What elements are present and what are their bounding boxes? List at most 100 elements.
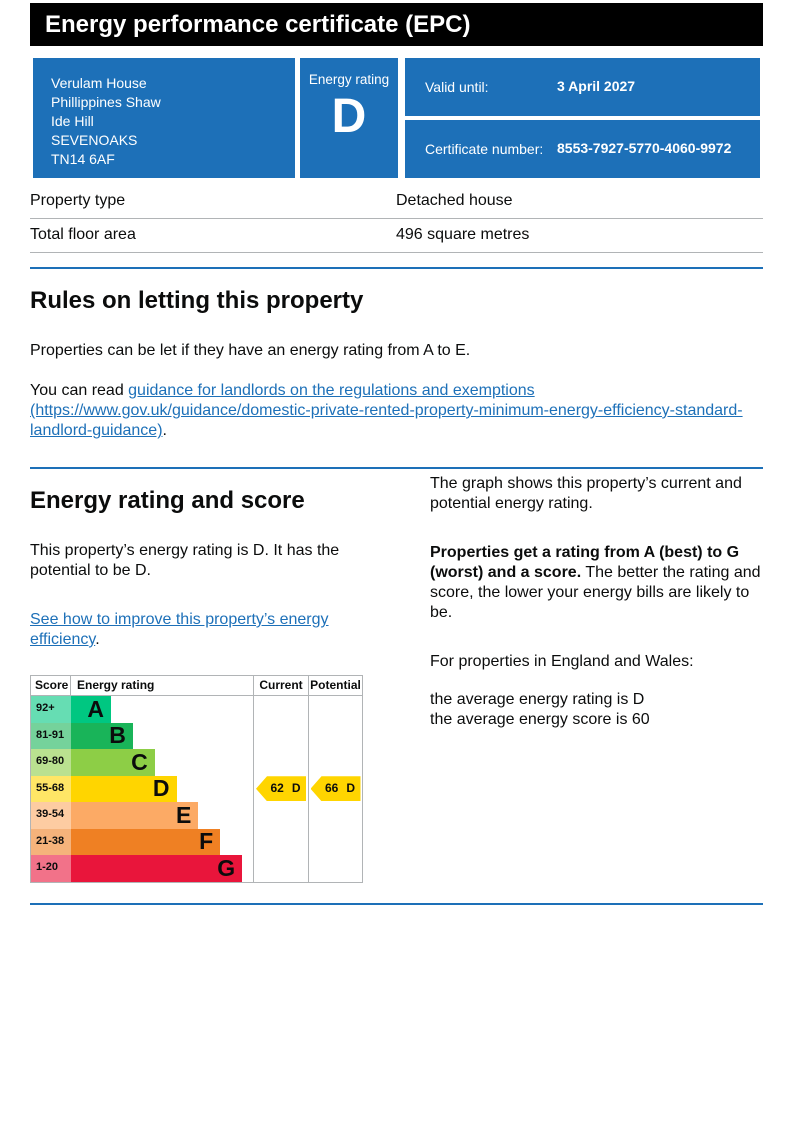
property-type-label: Property type	[30, 185, 396, 219]
potential-rating-arrow-score: 66	[324, 781, 339, 796]
landlord-guidance-link[interactable]: guidance for landlords on the regulation…	[30, 382, 743, 439]
section-divider	[30, 902, 763, 905]
current-column-cell	[253, 855, 308, 882]
band-bar-area: C	[71, 749, 253, 776]
energy-rating-value: D	[331, 89, 367, 143]
property-address: Verulam House Phillippines Shaw Ide Hill…	[33, 58, 295, 178]
potential-column-cell	[308, 696, 362, 723]
potential-rating-arrow: 66 D	[310, 776, 361, 802]
guidance-suffix: .	[162, 422, 167, 439]
valid-until-value: 3 April 2027	[557, 78, 636, 95]
certificate-number-box: Certificate number: 8553-7927-5770-4060-…	[405, 120, 760, 178]
total-floor-area-label: Total floor area	[30, 218, 396, 253]
rules-heading: Rules on letting this property	[30, 287, 364, 314]
epc-band-row-d: 55-68 D 62 D 66 D	[31, 775, 362, 802]
improve-link-suffix: .	[95, 631, 100, 648]
energy-rating-and-score-section: Energy rating and score This property’s …	[30, 469, 763, 883]
band-bar-a: A	[71, 696, 112, 723]
band-score-range: 92+	[31, 696, 71, 723]
band-bar-area: G	[71, 855, 253, 882]
band-bar-g: G	[71, 855, 243, 882]
certificate-summary: Verulam House Phillippines Shaw Ide Hill…	[33, 58, 760, 178]
band-score-range: 1-20	[31, 855, 71, 882]
rating-left-column: Energy rating and score This property’s …	[30, 469, 395, 883]
chart-col-energy-rating: Energy rating	[77, 678, 155, 692]
rating-heading: Energy rating and score	[30, 487, 305, 514]
rating-explanation-rest: The better the rating and score, the low…	[430, 564, 761, 621]
band-bar-area: B	[71, 722, 253, 749]
improve-link-paragraph: See how to improve this property’s energ…	[30, 610, 395, 650]
energy-rating-label: Energy rating	[308, 72, 390, 87]
valid-until-label: Valid until:	[425, 79, 489, 95]
chart-band-rows: 92+ A 81-91 B 69-80 C 55-68 D 62 D 66 D 39-54 E 21-38 F…	[31, 696, 362, 882]
epc-band-row-e: 39-54 E	[31, 802, 362, 829]
potential-column-cell	[308, 828, 362, 855]
section-divider	[30, 467, 763, 469]
rules-on-letting-section: Rules on letting this property Propertie…	[30, 287, 763, 441]
page-title-banner: Energy performance certificate (EPC)	[30, 3, 763, 46]
average-rating-line: the average energy rating is D	[430, 691, 645, 708]
total-floor-area-value: 496 square metres	[396, 218, 763, 253]
chart-col-potential: Potential	[308, 676, 362, 695]
epc-page: Energy performance certificate (EPC) Ver…	[30, 3, 763, 905]
band-bar-c: C	[71, 749, 155, 776]
current-rating-arrow: 62 D	[256, 776, 306, 802]
improve-efficiency-link[interactable]: See how to improve this property’s energ…	[30, 611, 329, 648]
england-wales-paragraph: For properties in England and Wales:	[430, 653, 694, 670]
epc-band-row-b: 81-91 B	[31, 722, 362, 749]
band-bar-f: F	[71, 828, 221, 855]
guidance-paragraph: You can read guidance for landlords on t…	[30, 381, 763, 441]
epc-band-row-g: 1-20 G	[31, 855, 362, 882]
band-score-range: 21-38	[31, 828, 71, 855]
potential-column-cell	[308, 722, 362, 749]
potential-column-cell	[308, 855, 362, 882]
band-bar-e: E	[71, 802, 199, 829]
epc-band-row-a: 92+ A	[31, 696, 362, 723]
graph-description-paragraph: The graph shows this property’s current …	[430, 475, 742, 512]
rating-right-column: The graph shows this property’s current …	[395, 469, 763, 883]
valid-until-box: Valid until: 3 April 2027	[405, 58, 760, 116]
current-rating-arrow-score: 62	[270, 781, 284, 796]
current-column-cell	[253, 722, 308, 749]
page-title: Energy performance certificate (EPC)	[45, 10, 471, 38]
band-bar-area: D	[71, 775, 253, 802]
current-column-cell	[253, 802, 308, 829]
table-row: Property type Detached house	[30, 185, 763, 219]
epc-band-row-c: 69-80 C	[31, 749, 362, 776]
band-bar-area: E	[71, 802, 253, 829]
section-divider	[30, 267, 763, 269]
epc-rating-chart: Score Energy rating Current Potential 92…	[30, 675, 363, 883]
band-score-range: 39-54	[31, 802, 71, 829]
band-score-range: 69-80	[31, 749, 71, 776]
current-column-cell: 62 D	[253, 775, 308, 802]
guidance-prefix: You can read	[30, 382, 129, 399]
property-type-value: Detached house	[396, 185, 763, 219]
certificate-number-value: 8553-7927-5770-4060-9972	[557, 140, 732, 157]
energy-rating-box: Energy rating D	[300, 58, 398, 178]
band-bar-area: F	[71, 828, 253, 855]
rating-explanation-bold: Properties get a rating from A (best) to…	[430, 544, 740, 581]
chart-header-row: Score Energy rating Current Potential	[31, 676, 362, 696]
property-details-table: Property type Detached house Total floor…	[30, 185, 763, 253]
chart-col-score: Score	[31, 676, 71, 695]
potential-column-cell	[308, 749, 362, 776]
band-bar-area: A	[71, 696, 253, 723]
chart-col-current: Current	[253, 676, 308, 695]
rating-summary-paragraph: This property’s energy rating is D. It h…	[30, 542, 340, 579]
potential-column-cell	[308, 802, 362, 829]
band-score-range: 55-68	[31, 775, 71, 802]
band-bar-b: B	[71, 722, 133, 749]
potential-rating-arrow-letter: D	[346, 781, 356, 796]
potential-column-cell: 66 D	[308, 775, 362, 802]
average-score-line: the average energy score is 60	[430, 711, 650, 728]
band-bar-d: D	[71, 775, 177, 802]
rating-explanation-paragraph: Properties get a rating from A (best) to…	[430, 543, 763, 623]
band-score-range: 81-91	[31, 722, 71, 749]
current-column-cell	[253, 749, 308, 776]
table-row: Total floor area 496 square metres	[30, 218, 763, 253]
validity-column: Valid until: 3 April 2027 Certificate nu…	[405, 58, 760, 178]
certificate-number-label: Certificate number:	[425, 141, 544, 157]
current-column-cell	[253, 828, 308, 855]
current-rating-arrow-letter: D	[291, 781, 301, 796]
epc-band-row-f: 21-38 F	[31, 828, 362, 855]
